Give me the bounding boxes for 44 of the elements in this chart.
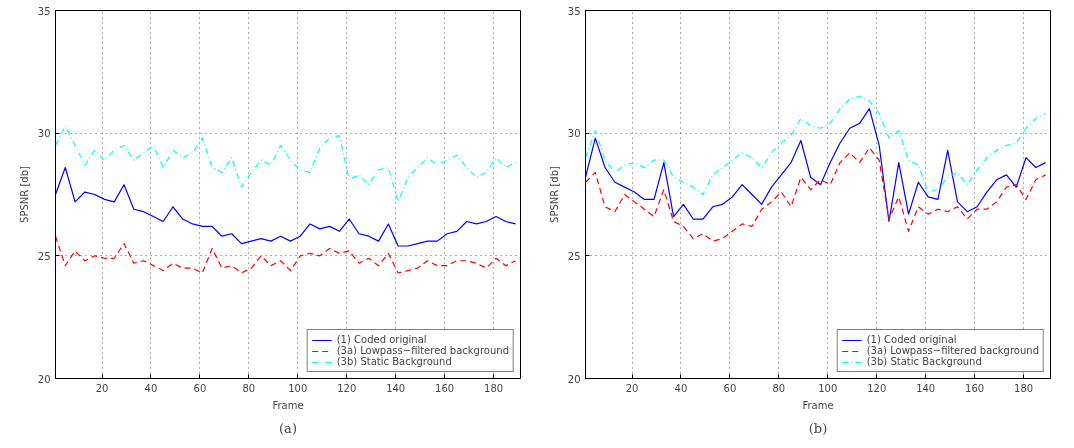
x-tick-label: 80 — [772, 382, 786, 394]
line-series — [585, 108, 1047, 223]
line-series — [585, 147, 1047, 242]
legend-label: (1) Coded original — [336, 334, 427, 345]
x-tick-label: 60 — [193, 382, 207, 394]
line-series — [55, 235, 517, 274]
x-tick-label: 20 — [95, 382, 109, 394]
x-tick-label: 40 — [674, 382, 688, 394]
x-tick-label: 80 — [242, 382, 256, 394]
x-tick-label: 120 — [867, 382, 887, 394]
y-tick-label: 35 — [37, 5, 51, 17]
y-tick-label: 30 — [37, 128, 51, 140]
x-tick-label: 160 — [435, 382, 455, 394]
y-tick-label: 20 — [567, 373, 581, 385]
line-series — [585, 95, 1047, 196]
y-tick-label: 30 — [567, 128, 581, 140]
legend-label: (1) Coded original — [866, 334, 957, 345]
x-tick-label: 140 — [386, 382, 406, 394]
x-tick-label: 160 — [965, 382, 985, 394]
x-tick-label: 140 — [916, 382, 936, 394]
x-tick-label: 60 — [723, 382, 737, 394]
x-tick-label: 180 — [1014, 382, 1034, 394]
line-series — [55, 166, 517, 247]
line-series — [55, 125, 517, 203]
legend-label: (3b) Static Background — [866, 356, 982, 367]
x-axis-title: Frame — [272, 399, 304, 411]
x-axis-title: Frame — [802, 399, 834, 411]
x-tick-label: 100 — [818, 382, 838, 394]
x-tick-label: 20 — [625, 382, 639, 394]
y-axis-title: SPSNR [db] — [548, 165, 560, 223]
x-tick-label: 120 — [337, 382, 357, 394]
y-axis-title: SPSNR [db] — [18, 165, 30, 223]
y-tick-label: 25 — [567, 250, 581, 262]
legend-label: (3b) Static Background — [336, 356, 452, 367]
x-tick-label: 100 — [288, 382, 308, 394]
y-tick-label: 35 — [567, 5, 581, 17]
y-tick-label: 20 — [37, 373, 51, 385]
legend-label: (3a) Lowpass−filtered background — [336, 345, 509, 356]
y-tick-label: 25 — [37, 250, 51, 262]
x-tick-label: 40 — [144, 382, 158, 394]
text: (b) — [808, 420, 828, 436]
text: (a) — [279, 420, 297, 436]
x-tick-label: 180 — [484, 382, 504, 394]
legend-label: (3a) Lowpass−filtered background — [866, 345, 1039, 356]
